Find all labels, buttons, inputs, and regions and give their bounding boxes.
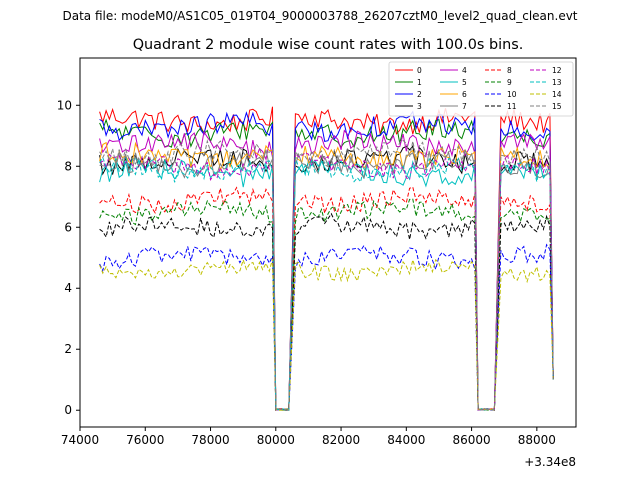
series-line-12 — [99, 152, 554, 411]
x-tick-label: 84000 — [387, 433, 425, 447]
legend-label-1: 1 — [417, 78, 422, 87]
x-tick-label: 78000 — [191, 433, 229, 447]
x-axis-offset-label: +3.34e8 — [524, 455, 576, 469]
x-tick-label: 88000 — [518, 433, 556, 447]
plot-frame — [79, 57, 577, 428]
chart-title: Quadrant 2 module wise count rates with … — [133, 37, 524, 53]
legend-label-15: 15 — [552, 102, 562, 111]
x-tick-label: 80000 — [257, 433, 295, 447]
series-layer — [99, 106, 554, 411]
y-axis: 0 2 4 6 8 10 — [57, 98, 80, 417]
x-axis: 74000 76000 78000 80000 82000 84000 86000 88000 — [61, 427, 556, 447]
y-tick-label: 2 — [64, 342, 72, 356]
legend-label-13: 13 — [552, 78, 562, 87]
series-line-10 — [99, 243, 554, 411]
legend-label-6: 6 — [462, 90, 467, 99]
x-tick-label: 82000 — [322, 433, 360, 447]
y-tick-label: 8 — [64, 159, 72, 173]
legend-label-10: 10 — [507, 90, 517, 99]
chart-suptitle: Data file: modeM0/AS1C05_019T04_90000037… — [62, 9, 577, 23]
legend-label-14: 14 — [552, 90, 562, 99]
x-tick-label: 76000 — [126, 433, 164, 447]
legend-label-12: 12 — [552, 66, 562, 75]
series-line-14 — [99, 258, 554, 411]
legend-label-7: 7 — [462, 102, 467, 111]
x-tick-label: 74000 — [61, 433, 99, 447]
series-line-15 — [99, 139, 554, 411]
y-tick-label: 0 — [64, 403, 72, 417]
legend-label-8: 8 — [507, 66, 512, 75]
legend-label-11: 11 — [507, 102, 517, 111]
legend-box — [388, 61, 574, 117]
legend-label-3: 3 — [417, 102, 422, 111]
y-tick-label: 6 — [64, 220, 72, 234]
y-tick-label: 4 — [64, 281, 72, 295]
series-line-11 — [99, 212, 554, 411]
legend-label-2: 2 — [417, 90, 422, 99]
legend-label-0: 0 — [417, 66, 422, 75]
legend-label-5: 5 — [462, 78, 467, 87]
legend-label-4: 4 — [462, 66, 467, 75]
series-line-9 — [99, 198, 554, 411]
y-tick-label: 10 — [57, 98, 72, 112]
legend-label-9: 9 — [507, 78, 512, 87]
x-tick-label: 86000 — [452, 433, 490, 447]
